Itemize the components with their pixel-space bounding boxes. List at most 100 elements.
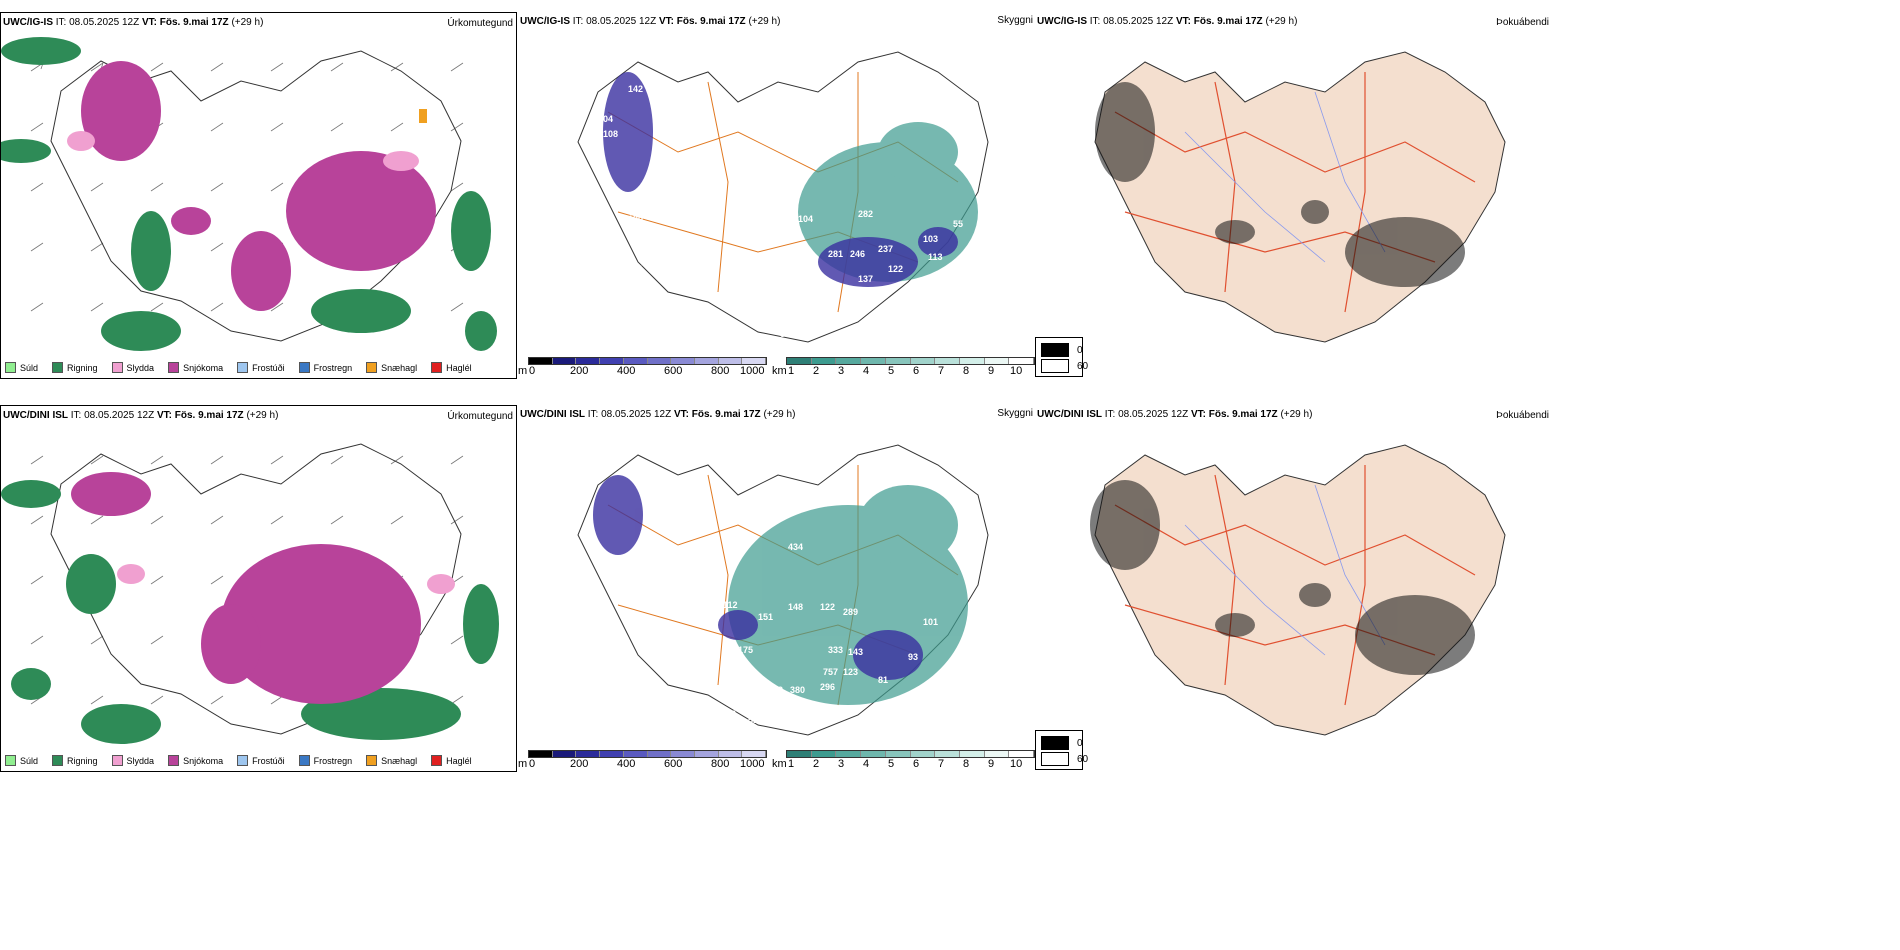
legend-item: Slydda (111, 362, 155, 373)
legend-item: Frostúði (237, 755, 285, 766)
fog-panel-row2: UWC/DINI ISL IT: 08.05.2025 12Z VT: Fös.… (1035, 405, 1549, 772)
precip-title: Úrkomutegund (447, 411, 513, 422)
cloud-tick: 800 (711, 365, 730, 377)
model-name: UWC/IG-IS (1037, 16, 1087, 27)
legend-label: Snæhagl (381, 362, 418, 373)
cloud-base-label: 122 (820, 602, 835, 612)
lead-time: (+29 h) (763, 409, 796, 420)
init-time: IT: 08.05.2025 12Z (1089, 16, 1174, 27)
legend-swatch (111, 362, 123, 373)
cloud-base-label: 159 (613, 299, 628, 309)
visibility-tick: 3 (838, 758, 845, 770)
cloud-base-label: 104 (598, 114, 613, 124)
valid-time: VT: Fös. 9.mai 17Z (658, 16, 746, 27)
visibility-tick: 4 (863, 758, 870, 770)
init-time: IT: 08.05.2025 12Z (572, 16, 657, 27)
legend-swatch (168, 755, 180, 766)
ice-pellet-area (419, 109, 427, 123)
fog-legend: 0 60 (1035, 337, 1088, 377)
cloud-tick: 0 (529, 758, 536, 770)
fog-panel-row1: UWC/IG-IS IT: 08.05.2025 12Z VT: Fös. 9.… (1035, 12, 1549, 379)
init-time: IT: 08.05.2025 12Z (587, 409, 672, 420)
cloud-base-areas (593, 475, 923, 680)
visibility-tick: 7 (938, 758, 945, 770)
legend-label: Súld (20, 362, 39, 373)
legend-swatch (5, 755, 16, 766)
cloud-base-areas (603, 72, 958, 287)
precip-title: Úrkomutegund (447, 18, 513, 29)
cloud-unit: m (518, 758, 528, 770)
visibility-title: Skyggni (997, 408, 1033, 419)
panel-header: UWC/DINI ISL IT: 08.05.2025 12Z VT: Fös.… (520, 409, 795, 420)
legend-item: Súld (5, 755, 38, 766)
visibility-panel-row2: UWC/DINI ISL IT: 08.05.2025 12Z VT: Fös.… (518, 405, 1035, 772)
visibility-map: 434 289 148 122 333 143 93 757 123 81 38… (577, 444, 989, 736)
cloud-base-label: 282 (858, 209, 873, 219)
valid-time: VT: Fös. 9.mai 17Z (673, 409, 761, 420)
visibility-tick: 5 (888, 758, 895, 770)
visibility-title: Skyggni (997, 15, 1033, 26)
cloud-tick: 200 (570, 758, 589, 770)
visibility-tick: 4 (863, 365, 870, 377)
cloud-base-label: 103 (923, 234, 938, 244)
legend-swatch (52, 755, 64, 766)
visibility-unit: km (772, 758, 787, 770)
legend-item: Rigning (52, 755, 98, 766)
fog-swatch (1041, 343, 1069, 357)
cloud-base-label: 394 (708, 219, 723, 229)
precip-map (1, 443, 499, 744)
legend-swatch (237, 362, 249, 373)
legend-label: Frostregn (313, 362, 353, 373)
valid-time: VT: Fös. 9.mai 17Z (1190, 409, 1278, 420)
fog-swatch (1041, 752, 1069, 766)
legend-swatch (366, 362, 378, 373)
visibility-tick: 9 (988, 758, 995, 770)
lead-time: (+29 h) (231, 17, 264, 28)
legend-item: Frostregn (298, 755, 352, 766)
legend-label: Snjókoma (183, 755, 224, 766)
legend-label: Frostúði (252, 362, 285, 373)
precip-legend: Súld Rigning Slydda Snjókoma Frostúði Fr… (5, 362, 472, 373)
cloud-base-label: 122 (888, 264, 903, 274)
cloud-tick: 200 (570, 365, 589, 377)
legend-swatch (366, 755, 378, 766)
visibility-tick: 2 (813, 758, 820, 770)
model-name: UWC/DINI ISL (1037, 409, 1102, 420)
legend-label: Rigning (67, 755, 98, 766)
cloud-base-label: 101 (628, 264, 643, 274)
legend-swatch (52, 362, 64, 373)
cloud-base-label: 173 (673, 662, 688, 672)
iceland-coast (577, 51, 989, 343)
legend-item: Súld (5, 362, 38, 373)
lead-time: (+29 h) (1265, 16, 1298, 27)
cloud-base-label: 59 (780, 329, 790, 339)
fog-legend-label: 60 (1077, 360, 1089, 372)
cloud-base-label: 100 (698, 597, 713, 607)
cloud-base-label: 51 (748, 715, 758, 725)
fog-areas (1095, 82, 1465, 287)
cloud-base-label: 175 (738, 645, 753, 655)
precip-panel-row1: UWC/IG-IS IT: 08.05.2025 12Z VT: Fös. 9.… (0, 12, 517, 379)
legend-item: Frostregn (298, 362, 353, 373)
legend-label: Haglél (446, 362, 472, 373)
panel-header: UWC/IG-IS IT: 08.05.2025 12Z VT: Fös. 9.… (3, 17, 263, 28)
fog-legend-label: 0 (1077, 737, 1083, 749)
cloud-base-colorbar (528, 357, 767, 365)
cloud-base-label: 148 (788, 602, 803, 612)
cloud-base-label: 389 (768, 685, 783, 695)
cloud-base-label: 159 (618, 557, 633, 567)
fog-map (1094, 51, 1506, 343)
panel-header: UWC/IG-IS IT: 08.05.2025 12Z VT: Fös. 9.… (520, 16, 780, 27)
visibility-tick: 6 (913, 758, 920, 770)
init-time: IT: 08.05.2025 12Z (70, 410, 155, 421)
cloud-tick: 1000 (740, 758, 765, 770)
visibility-unit: km (772, 365, 787, 377)
legend-label: Slydda (126, 362, 155, 373)
cloud-tick: 600 (664, 365, 683, 377)
legend-item: Snæhagl (366, 755, 417, 766)
legend-swatch (237, 755, 249, 766)
sleet-areas (117, 564, 455, 594)
cloud-base-label: 333 (828, 645, 843, 655)
legend-label: Snæhagl (381, 755, 418, 766)
legend-item: Frostúði (237, 362, 285, 373)
